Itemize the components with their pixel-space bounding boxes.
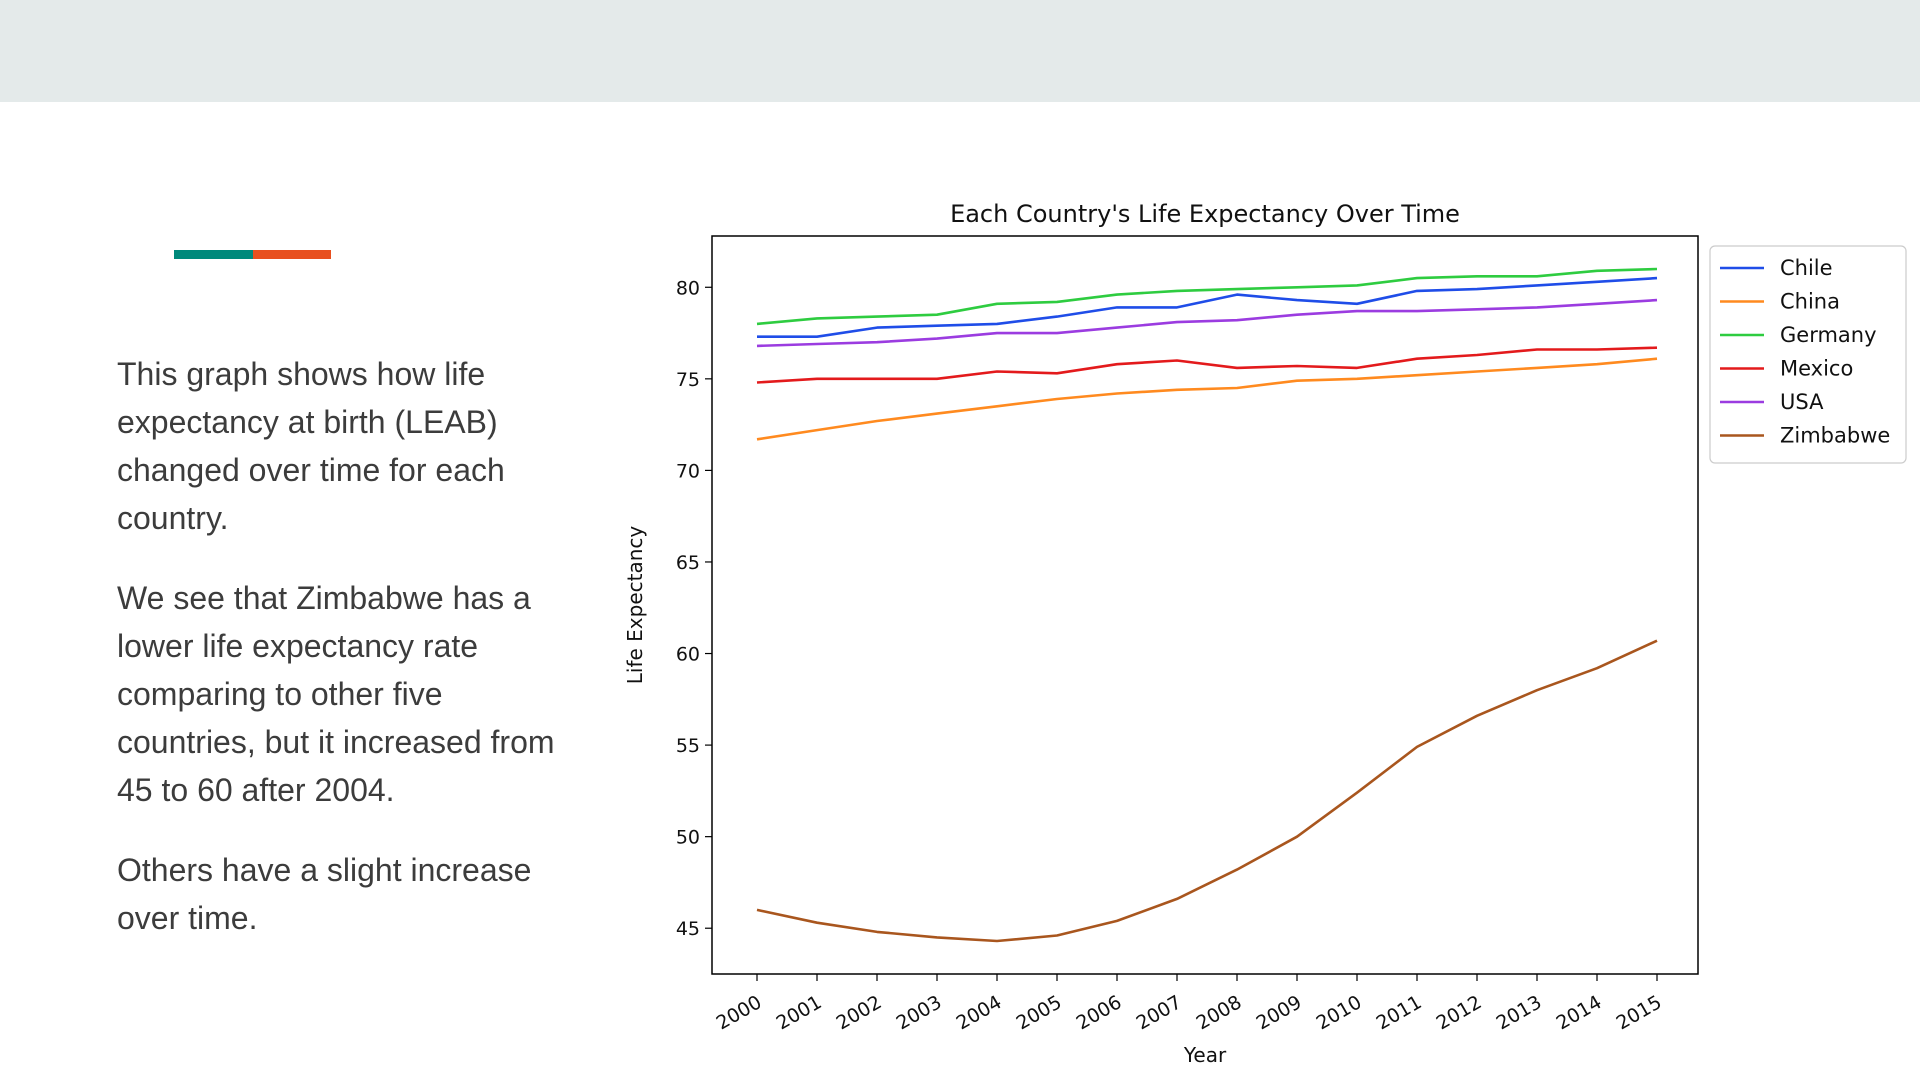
x-tick-label: 2000 [713,991,766,1034]
y-tick-label: 75 [676,369,700,391]
series-line-usa [756,298,1658,348]
x-tick-label: 2004 [953,991,1006,1034]
paragraph-1: This graph shows how life expectancy at … [117,356,505,536]
chart-svg: Each Country's Life Expectancy Over Time… [623,200,1907,1067]
accent-bar-teal [174,250,253,259]
y-tick-label: 60 [676,644,700,666]
x-tick-label: 2001 [773,991,826,1034]
x-tick-label: 2013 [1493,991,1546,1034]
x-tick-label: 2014 [1553,991,1606,1034]
x-axis-label: Year [1183,1043,1227,1067]
y-axis: 45 50 55 60 65 70 75 80 [676,277,712,940]
series-lines [756,267,1658,943]
x-tick-label: 2011 [1373,991,1426,1034]
legend-label-china: China [1780,290,1840,314]
y-axis-label: Life Expectancy [623,526,647,685]
x-tick-label: 2009 [1253,991,1306,1034]
legend-label-zimbabwe: Zimbabwe [1780,424,1890,448]
legend-label-chile: Chile [1780,256,1833,280]
x-axis: 2000 2001 2002 2003 2004 2005 2006 2007 2008 2009… [713,974,1666,1035]
header-band [0,0,1920,102]
paragraph-3: Others have a slight increase over time. [117,852,532,936]
series-line-zimbabwe [756,639,1658,943]
x-tick-label: 2012 [1433,991,1486,1034]
series-line-germany [756,267,1658,326]
x-tick-label: 2015 [1613,991,1666,1034]
x-tick-label: 2005 [1013,991,1066,1034]
series-line-mexico [756,346,1658,384]
series-line-chile [757,276,1658,338]
legend-label-mexico: Mexico [1780,357,1853,381]
chart-title: Each Country's Life Expectancy Over Time [950,200,1460,228]
y-tick-label: 50 [676,827,700,849]
x-tick-label: 2003 [893,991,946,1034]
y-tick-label: 65 [676,552,700,574]
accent-bar-orange [253,250,331,259]
legend: Chile China Germany Mexico USA Zimbabwe [1709,245,1907,464]
life-expectancy-chart: Each Country's Life Expectancy Over Time… [620,190,1920,1080]
x-tick-label: 2008 [1193,991,1246,1034]
description-text: This graph shows how life expectancy at … [117,350,577,974]
y-tick-label: 55 [676,735,700,757]
series-line-china [756,357,1658,441]
x-tick-label: 2002 [833,991,886,1034]
y-tick-label: 70 [676,460,700,482]
paragraph-2: We see that Zimbabwe has a lower life ex… [117,580,555,808]
x-tick-label: 2006 [1073,991,1126,1034]
x-tick-label: 2010 [1313,991,1366,1034]
legend-label-germany: Germany [1780,323,1877,347]
y-tick-label: 45 [676,918,700,940]
legend-label-usa: USA [1780,390,1824,414]
x-tick-label: 2007 [1133,991,1186,1034]
plot-area [711,235,1699,975]
y-tick-label: 80 [676,277,700,299]
